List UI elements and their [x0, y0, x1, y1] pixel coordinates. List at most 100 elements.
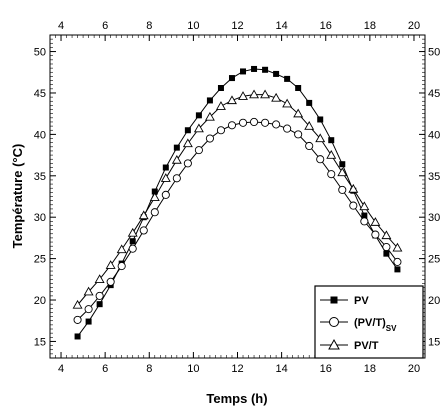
data-point-pvt: [293, 108, 304, 118]
data-point-pvt: [370, 217, 381, 226]
data-point-pvt: [392, 242, 403, 252]
x-tick-label-bottom: 12: [231, 363, 243, 375]
data-point-pvt-sv: [128, 244, 137, 253]
data-point-pvt-sv: [371, 230, 380, 239]
data-point-pvt: [304, 120, 315, 130]
data-point-pv: [383, 250, 390, 257]
y-tick-label-left: 15: [34, 336, 46, 348]
data-point-pvt-sv: [338, 185, 347, 194]
data-point-pv: [240, 68, 247, 75]
y-tick-label-left: 35: [34, 171, 46, 183]
data-point-pv: [361, 212, 368, 219]
data-point-pvt-sv: [150, 208, 159, 217]
data-point-pvt-sv: [205, 134, 214, 143]
data-point-pvt: [138, 210, 149, 220]
y-tick-label-right: 35: [428, 171, 440, 183]
tick-labels: 4 4 6 6 8 8 10 10 12 12 14 14 16 16 18 18 20 20 15 15 20 20 25…: [34, 20, 441, 375]
x-tick-label-bottom: 20: [408, 363, 420, 375]
data-point-pv: [85, 318, 92, 325]
data-point-pvt: [238, 91, 248, 100]
data-point-pvt: [116, 244, 127, 254]
data-point-pvt: [182, 138, 193, 148]
x-tick-label-top: 10: [187, 20, 199, 32]
legend-entry-pv: PV: [320, 295, 369, 307]
data-point-pvt-sv: [161, 190, 170, 199]
y-tick-label-right: 30: [428, 212, 440, 224]
data-point-pvt-sv: [305, 141, 314, 151]
x-tick-label-top: 14: [275, 20, 287, 32]
data-point-pvt-sv: [95, 291, 104, 300]
y-tick-label-left: 50: [34, 47, 46, 59]
x-tick-label-top: 4: [58, 20, 64, 32]
data-point-pv: [317, 116, 324, 123]
data-point-pvt-sv: [393, 257, 402, 266]
y-tick-label-right: 25: [428, 254, 440, 266]
x-tick-label-bottom: 10: [187, 363, 199, 375]
y-tick-label-right: 50: [428, 47, 440, 59]
y-tick-label-left: 40: [34, 129, 46, 141]
data-point-pvt-sv: [382, 242, 391, 252]
data-point-pv: [129, 238, 136, 245]
legend-label-pvt-sv-main: (PV/T): [354, 317, 386, 329]
legend-marker-pv: [330, 296, 338, 304]
data-point-pv: [96, 301, 103, 308]
y-tick-label-left: 20: [34, 295, 46, 307]
x-tick-label-bottom: 6: [102, 363, 108, 375]
x-tick-label-bottom: 18: [364, 363, 376, 375]
data-point-pv: [228, 75, 235, 82]
y-tick-label-right: 45: [428, 88, 440, 100]
data-point-pv: [306, 99, 313, 106]
data-point-pvt-sv: [227, 121, 237, 130]
x-tick-label-top: 18: [364, 20, 376, 32]
data-point-pvt: [204, 111, 215, 121]
data-point-pv: [195, 112, 202, 119]
x-axis-title: Temps (h): [206, 391, 267, 406]
legend-label-pvt: PV/T: [354, 340, 379, 352]
x-tick-label-top: 16: [320, 20, 332, 32]
data-point-pvt: [83, 286, 94, 296]
data-point-pvt-sv: [216, 126, 226, 135]
legend-entry-pvt-sv: (PV/T)SV: [320, 317, 397, 333]
data-point-pv: [339, 161, 346, 168]
data-point-pvt: [271, 92, 282, 102]
data-point-pvt-sv: [283, 124, 292, 133]
y-tick-label-left: 25: [34, 254, 46, 266]
legend-label-pvt-sv-sub: SV: [386, 324, 397, 333]
data-point-pvt: [193, 123, 204, 133]
data-point-pvt-sv: [272, 120, 281, 129]
data-point-pvt: [282, 98, 293, 108]
data-point-pv: [217, 85, 224, 92]
legend-marker-pvt-sv: [329, 317, 339, 327]
data-point-pvt-sv: [261, 118, 270, 127]
data-point-pvt: [149, 192, 160, 201]
data-point-pvt-sv: [84, 305, 93, 314]
data-point-pvt-sv: [249, 117, 259, 127]
y-tick-label-left: 45: [34, 88, 46, 100]
y-tick-label-right: 20: [428, 295, 440, 307]
series-line-pv: [77, 68, 398, 337]
data-point-pvt-sv: [183, 159, 192, 168]
legend-marker-pvt: [328, 338, 340, 350]
x-tick-label-bottom: 8: [146, 363, 152, 375]
data-point-pvt-sv: [360, 217, 369, 226]
data-point-pvt-sv: [316, 155, 325, 164]
data-point-pvt-sv: [73, 315, 82, 324]
x-tick-label-top: 6: [102, 20, 108, 32]
data-point-pvt: [337, 167, 348, 177]
data-point-pv: [151, 188, 158, 195]
data-point-pvt-sv: [327, 170, 336, 179]
data-point-pvt: [227, 95, 237, 105]
data-point-pvt: [249, 89, 260, 99]
data-point-pv: [184, 127, 191, 134]
data-point-pvt: [105, 260, 116, 269]
data-point-pv: [162, 164, 169, 171]
x-tick-label-top: 20: [408, 20, 420, 32]
y-tick-label-right: 40: [428, 129, 440, 141]
data-point-pvt-sv: [349, 201, 358, 210]
legend: PV (PV/T)SV PV/T: [314, 285, 424, 359]
y-axis-title: Température (°C): [10, 144, 25, 249]
data-point-pvt: [160, 173, 171, 182]
data-point-pvt-sv: [238, 118, 248, 127]
data-point-pvt-sv: [172, 174, 181, 183]
data-point-pv: [251, 65, 258, 72]
